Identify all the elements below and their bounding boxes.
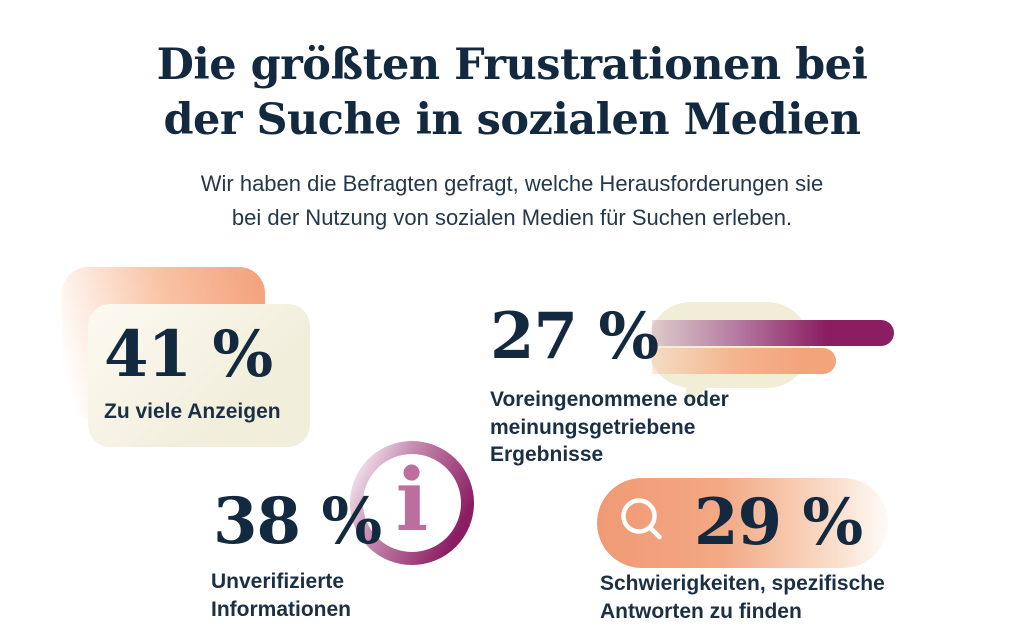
stat-label-answers-line1: Schwierigkeiten, spezifische [600, 572, 885, 595]
stat-value-answers: 29 % [694, 485, 863, 560]
stat-card-ads [88, 304, 310, 447]
page-subtitle: Wir haben die Befragten gefragt, welche … [0, 167, 1024, 235]
page-subtitle-line1: Wir haben die Befragten gefragt, welche … [200, 171, 824, 196]
stat-label-biased: Voreingenommene oder meinungsgetriebene Er… [490, 386, 760, 469]
stat-label-unverified-line1: Unverifizierte [211, 570, 345, 593]
page-title: Die größten Frustrationen bei der Suche i… [0, 38, 1024, 148]
info-i-glyph: i [395, 450, 429, 551]
stat-label-answers-line2: Antworten zu finden [600, 599, 802, 623]
info-circle-icon: i [346, 437, 478, 569]
search-pill [597, 478, 888, 568]
stat-label-unverified: Unverifizierte Informationen [211, 568, 421, 623]
stat-label-answers: Schwierigkeiten, spezifische Antworten zu… [600, 570, 930, 625]
stat-value-unverified: 38 % [213, 484, 382, 559]
page-title-line1: Die größten Frustrationen bei [156, 40, 868, 90]
search-icon [621, 498, 662, 540]
stat-label-biased-line2: meinungsgetriebene [490, 415, 696, 439]
stat-label-biased-line3: Ergebnisse [490, 443, 604, 466]
gradient-bar-orange [652, 348, 836, 374]
gradient-bar-purple [652, 320, 894, 346]
page-subtitle-line2: bei der Nutzung von sozialen Medien für … [231, 205, 793, 230]
stat-label-ads: Zu viele Anzeigen [104, 400, 281, 423]
info-ring-icon [350, 441, 474, 565]
stat-label-biased-line1: Voreingenommene oder [490, 388, 729, 411]
stat-value-ads: 41 % [104, 317, 273, 392]
stat-label-unverified-line2: Informationen [211, 597, 351, 621]
stat-value-biased: 27 % [490, 299, 659, 374]
page-title-line2: der Suche in sozialen Medien [163, 95, 861, 145]
